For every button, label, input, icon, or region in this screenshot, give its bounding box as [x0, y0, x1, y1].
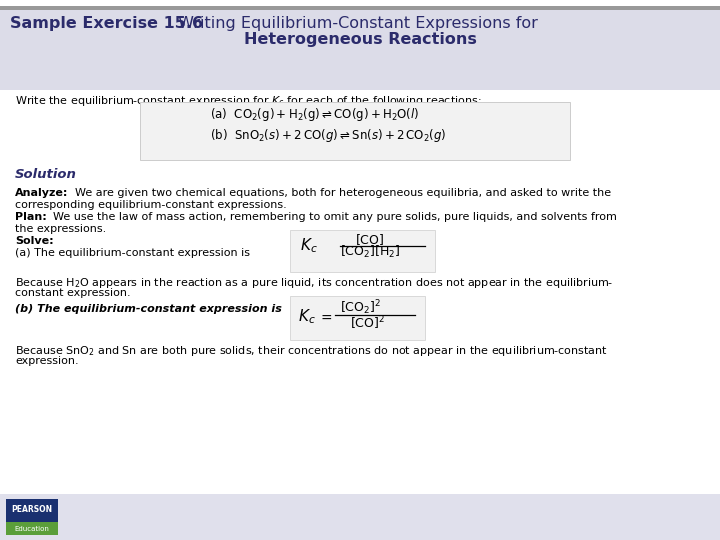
Text: $\mathrm{[CO_2][H_2]}$: $\mathrm{[CO_2][H_2]}$ [340, 244, 400, 260]
Bar [0, 6, 720, 90]
Text: We are given two chemical equations, both for heterogeneous equilibria, and aske: We are given two chemical equations, bot… [75, 188, 611, 198]
Bar [6, 522, 58, 535]
Text: $K_c$: $K_c$ [298, 308, 315, 326]
Text: Because $\mathrm{H_2O}$ appears in the reaction as a pure liquid, its concentrat: Because $\mathrm{H_2O}$ appears in the r… [15, 276, 613, 290]
Text: constant expression.: constant expression. [15, 288, 130, 298]
Text: Sample Exercise 15.6: Sample Exercise 15.6 [10, 16, 203, 31]
Text: We use the law of mass action, remembering to omit any pure solids, pure liquids: We use the law of mass action, rememberi… [53, 212, 617, 222]
Bar [0, 6, 720, 10]
Text: (a)  $\mathrm{CO_2(g) + H_2(g) \rightleftharpoons CO(g) + H_2O(\mathit{l})}$: (a) $\mathrm{CO_2(g) + H_2(g) \rightleft… [210, 106, 419, 123]
Text: Solution: Solution [15, 168, 77, 181]
Text: (b) The equilibrium-constant expression is: (b) The equilibrium-constant expression … [15, 304, 282, 314]
Text: corresponding equilibrium-constant expressions.: corresponding equilibrium-constant expre… [15, 200, 287, 210]
Text: Heterogeneous Reactions: Heterogeneous Reactions [243, 32, 477, 47]
Text: All rights reserved.: All rights reserved. [634, 515, 714, 524]
Text: Copyright © 2009 by Pearson Education, Inc.: Copyright © 2009 by Pearson Education, I… [524, 499, 714, 508]
Text: (a) The equilibrium-constant expression is: (a) The equilibrium-constant expression … [15, 248, 250, 258]
Text: Solve:: Solve: [15, 236, 53, 246]
Text: (b)  $\mathrm{SnO_2(\mathit{s}) + 2\,CO(\mathit{g}) \rightleftharpoons Sn(\mathi: (b) $\mathrm{SnO_2(\mathit{s}) + 2\,CO(\… [210, 127, 446, 144]
Bar [0, 494, 720, 540]
Text: With contributions from Patrick Woodward: With contributions from Patrick Woodward [64, 515, 241, 524]
Text: Plan:: Plan: [15, 212, 47, 222]
Text: Writing Equilibrium-Constant Expressions for: Writing Equilibrium-Constant Expressions… [173, 16, 538, 31]
Bar [290, 296, 425, 340]
Bar [6, 499, 58, 535]
Bar [290, 230, 435, 272]
Text: $\mathrm{[CO_2]^2}$: $\mathrm{[CO_2]^2}$ [340, 299, 381, 318]
Text: PEARSON: PEARSON [12, 505, 53, 515]
Text: the expressions.: the expressions. [15, 224, 107, 234]
Text: $=$: $=$ [318, 310, 333, 324]
Text: Upper Saddle River, New Jersey 07458: Upper Saddle River, New Jersey 07458 [551, 507, 714, 516]
Text: $\mathrm{[CO]^2}$: $\mathrm{[CO]^2}$ [350, 314, 385, 332]
Text: Education: Education [14, 526, 50, 532]
Text: Analyze:: Analyze: [15, 188, 68, 198]
Bar [140, 102, 570, 160]
Text: expression.: expression. [15, 356, 78, 366]
Text: $K_c$: $K_c$ [300, 237, 318, 255]
Text: Write the equilibrium-constant expression for $K_c$ for each of the following re: Write the equilibrium-constant expressio… [15, 94, 482, 108]
Text: Because $\mathrm{SnO_2}$ and Sn are both pure solids, their concentrations do no: Because $\mathrm{SnO_2}$ and Sn are both… [15, 344, 608, 358]
Text: Chemistry: The Central Science, Eleventh Edition: Chemistry: The Central Science, Eleventh… [64, 499, 269, 508]
Text: By Theodore E. Brown, H. Eugene LeMay, Bruce E. Bursten, and Catherine J. Murphy: By Theodore E. Brown, H. Eugene LeMay, B… [64, 507, 419, 516]
Text: $\mathrm{[CO]}$: $\mathrm{[CO]}$ [355, 233, 384, 247]
